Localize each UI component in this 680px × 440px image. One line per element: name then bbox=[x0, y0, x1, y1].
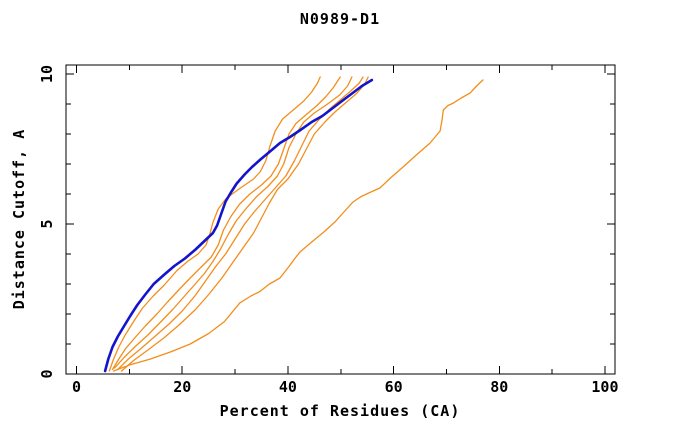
x-tick-label: 20 bbox=[173, 378, 191, 396]
x-tick-label: 60 bbox=[385, 378, 403, 396]
series-line-orange-2 bbox=[111, 76, 341, 371]
y-tick-label: 5 bbox=[38, 219, 56, 228]
x-axis-label: Percent of Residues (CA) bbox=[219, 402, 461, 420]
plot-frame bbox=[65, 64, 616, 375]
x-tick-label: 0 bbox=[72, 378, 81, 396]
x-tick-label: 40 bbox=[279, 378, 297, 396]
chart-title: N0989-D1 bbox=[299, 10, 381, 28]
x-tick-label: 80 bbox=[490, 378, 508, 396]
series-line-orange-5 bbox=[120, 76, 369, 372]
series-line-orange-6 bbox=[112, 79, 484, 372]
series-line-orange-1 bbox=[108, 76, 321, 372]
y-axis-label: Distance Cutoff, A bbox=[10, 128, 28, 310]
x-tick-label: 100 bbox=[591, 378, 618, 396]
y-tick-label: 0 bbox=[38, 369, 56, 378]
series-line-orange-3 bbox=[113, 76, 353, 369]
y-tick-label: 10 bbox=[38, 65, 56, 83]
series-line-blue bbox=[103, 78, 374, 373]
